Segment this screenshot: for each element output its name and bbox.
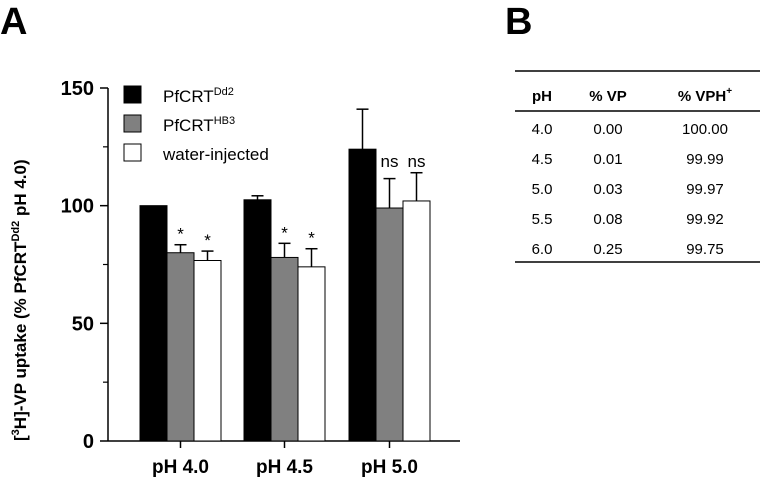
bar: [348, 148, 377, 442]
table-cell: 0.08: [593, 211, 622, 228]
table-cell: 0.03: [593, 181, 622, 198]
significance-label: *: [204, 231, 211, 250]
significance-label: *: [281, 223, 288, 242]
table-cell: 0.01: [593, 151, 622, 168]
bar: [139, 205, 168, 442]
table-cell: 100.00: [682, 121, 728, 138]
y-tick-label: 50: [72, 313, 94, 335]
x-tick-label: pH 4.5: [256, 457, 313, 478]
table-header-cell: pH: [532, 88, 552, 105]
bars: * * pH 4.0 * * pH 4.5 ns ns pH 5.0: [139, 108, 431, 478]
panel-a-letter: A: [0, 1, 27, 43]
y-label-mid: H]-VP uptake (% PfCRT: [11, 241, 30, 429]
bar: [166, 252, 195, 442]
bar: [402, 200, 431, 442]
legend-swatch: [123, 85, 142, 104]
table-cell: 4.5: [532, 151, 553, 168]
ph-table: pH % VP % VPH+ 4.0 0.00 100.00 4.5 0.01 99.99 5.0…: [515, 70, 760, 263]
table-cell: 99.75: [686, 241, 724, 258]
bar: [375, 207, 404, 442]
panel-b-letter: B: [505, 1, 532, 43]
legend-label: water-injected: [162, 145, 269, 164]
table-cell: 0.25: [593, 241, 622, 258]
table-cell: 4.0: [532, 121, 553, 138]
x-tick-label: pH 5.0: [361, 457, 418, 478]
bar: [193, 259, 222, 442]
y-tick-label: 0: [83, 431, 94, 453]
y-tick-label: 150: [61, 78, 94, 100]
bar: [297, 266, 326, 442]
bar: [270, 256, 299, 442]
table-header-cell: % VP: [589, 88, 627, 105]
significance-label: ns: [408, 152, 426, 171]
legend-label: PfCRTDd2: [163, 86, 234, 106]
legend-label: PfCRTHB3: [163, 115, 235, 135]
y-label-post: pH 4.0): [11, 159, 30, 220]
table-cell: 0.00: [593, 121, 622, 138]
bar: [243, 199, 272, 442]
legend: PfCRTDd2 PfCRTHB3 water-injected: [123, 85, 269, 164]
y-label-sup2: Dd2: [10, 221, 22, 242]
table-cell: 99.99: [686, 151, 724, 168]
y-label-sup1: 3: [10, 429, 22, 435]
table-header-cell: % VPH+: [678, 86, 732, 105]
legend-swatch: [123, 114, 142, 133]
significance-label: ns: [381, 152, 399, 171]
table-cell: 5.5: [532, 211, 553, 228]
significance-label: *: [308, 229, 315, 248]
table-cell: 5.0: [532, 181, 553, 198]
y-tick-label: 100: [61, 196, 94, 218]
table-cell: 99.92: [686, 211, 724, 228]
x-tick-label: pH 4.0: [152, 457, 209, 478]
legend-swatch: [123, 143, 142, 162]
table-cell: 99.97: [686, 181, 724, 198]
significance-label: *: [177, 225, 184, 244]
y-axis-label: [3H]-VP uptake (% PfCRTDd2 pH 4.0): [10, 159, 30, 441]
y-label-pre: [: [11, 435, 30, 441]
table-cell: 6.0: [532, 241, 553, 258]
